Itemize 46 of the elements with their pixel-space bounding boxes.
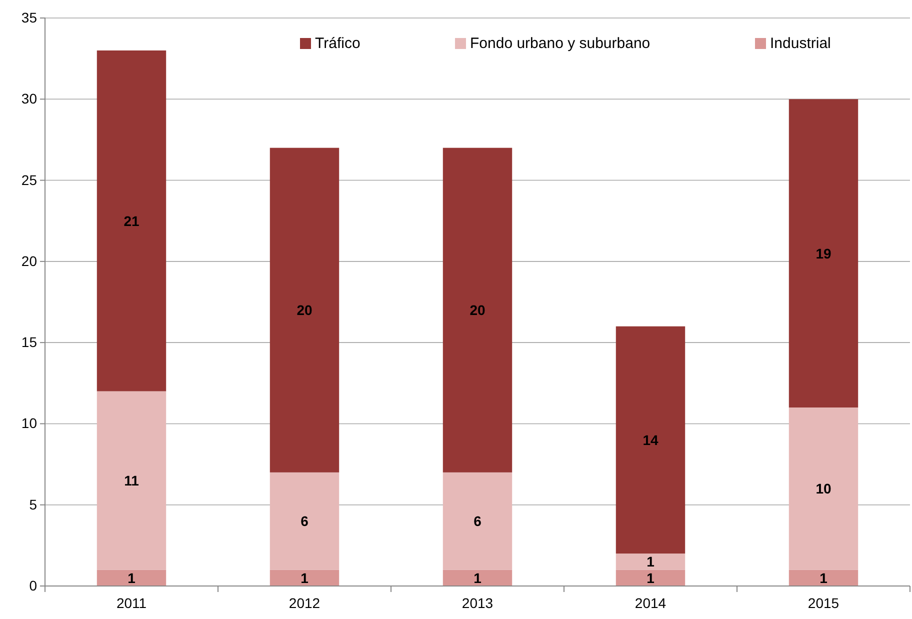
data-label: 6 — [474, 513, 482, 530]
bar — [96, 391, 166, 570]
bar — [788, 570, 858, 586]
y-tick-label: 25 — [21, 172, 38, 188]
y-tick-label: 5 — [29, 496, 38, 512]
y-tick-label: 0 — [29, 577, 38, 594]
y-tick-label: 30 — [21, 90, 38, 107]
bar — [96, 570, 166, 586]
bar — [788, 407, 858, 570]
data-label: 6 — [300, 513, 309, 530]
legend-label: Industrial — [770, 35, 831, 52]
data-label: 20 — [296, 302, 312, 318]
bar — [270, 148, 340, 472]
data-label: 21 — [124, 212, 140, 229]
bar — [616, 554, 686, 570]
bar — [442, 570, 512, 586]
legend-label: Tráfico — [315, 35, 360, 52]
data-label: 14 — [642, 432, 658, 448]
bar — [270, 570, 340, 586]
data-label: 1 — [820, 570, 828, 586]
data-label: 1 — [128, 570, 136, 586]
x-tick-label: 2013 — [462, 595, 494, 611]
y-tick-label: 20 — [21, 252, 38, 269]
x-tick-label: 2012 — [288, 595, 320, 611]
bar — [270, 472, 340, 570]
y-tick-label: 35 — [21, 9, 38, 26]
x-tick-label: 2015 — [808, 595, 840, 611]
bar — [96, 50, 166, 392]
y-tick-label: 10 — [21, 415, 38, 432]
data-label: 20 — [470, 302, 486, 318]
x-tick-label: 2011 — [116, 595, 147, 611]
bar — [616, 326, 686, 554]
y-tick-label: 15 — [21, 334, 38, 350]
bar — [442, 148, 512, 472]
bar — [616, 570, 686, 586]
data-label: 10 — [816, 480, 832, 497]
data-label: 1 — [474, 570, 482, 586]
bar — [442, 472, 512, 570]
bar — [788, 99, 858, 408]
x-tick-label: 2014 — [634, 595, 666, 611]
data-label: 19 — [816, 245, 832, 262]
legend-label: Fondo urbano y suburbano — [470, 35, 650, 52]
data-label: 11 — [124, 472, 140, 489]
data-label: 1 — [300, 570, 309, 586]
data-label: 1 — [646, 554, 655, 570]
data-label: 1 — [646, 570, 655, 586]
